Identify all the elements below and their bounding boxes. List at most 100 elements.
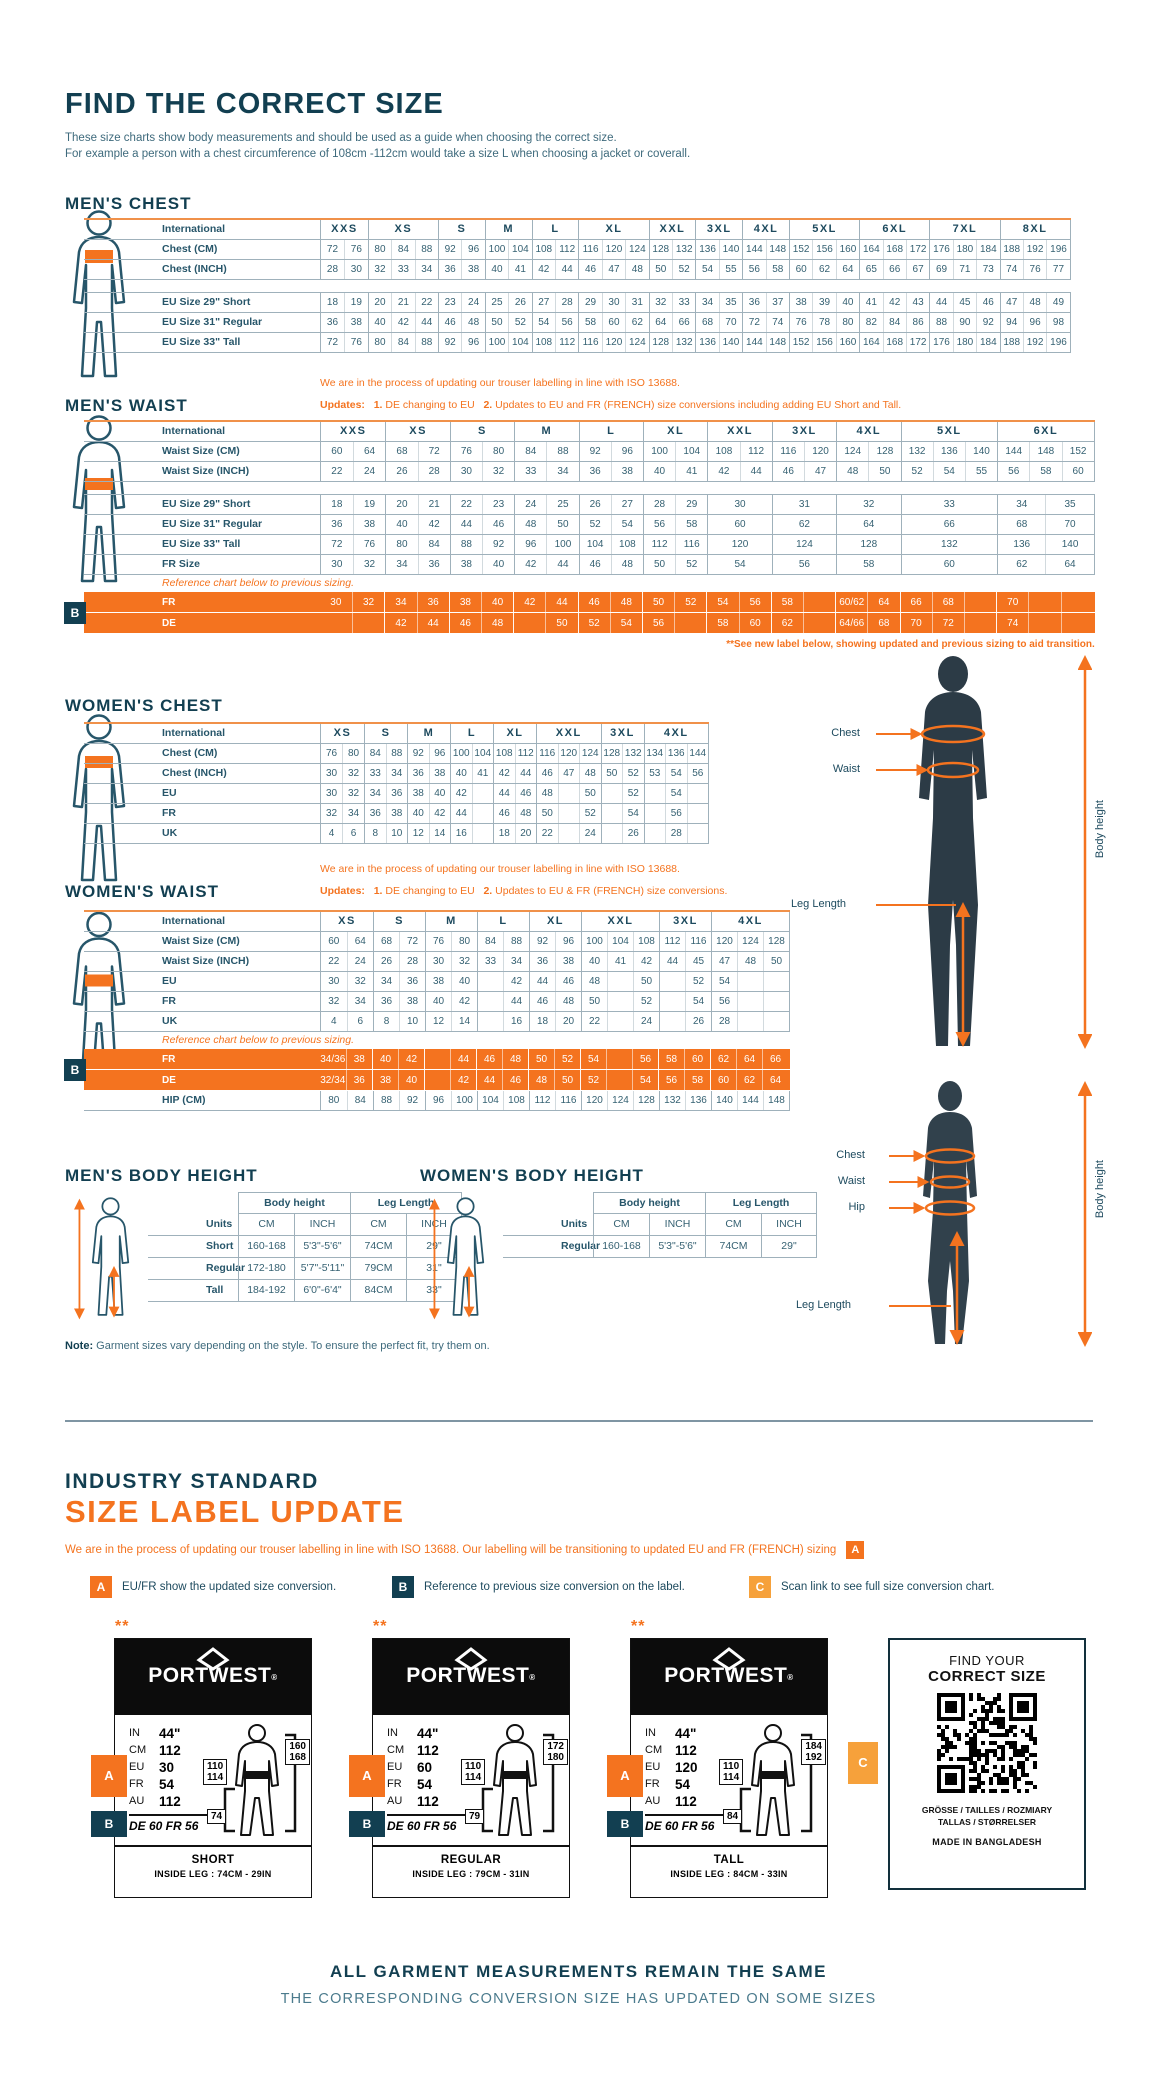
legend-badge-a: A bbox=[90, 1576, 112, 1598]
size-cell: 38 bbox=[412, 788, 424, 799]
chest-measure-box: 110 114 bbox=[203, 1759, 228, 1785]
size-group: 116 120 bbox=[771, 442, 836, 461]
size-cell: 196 bbox=[1046, 333, 1069, 352]
size-value: 112 bbox=[417, 1794, 439, 1809]
size-group: 164 168 172 bbox=[859, 333, 929, 352]
size-group: 12 14 bbox=[407, 824, 450, 843]
size-column-header: XXL bbox=[536, 724, 601, 743]
size-cell: 32/34 bbox=[320, 1075, 346, 1086]
previous-size-line: DE 60 FR 56 bbox=[387, 1814, 473, 1833]
size-cell: 140 bbox=[716, 1095, 733, 1106]
size-group: 54 56 bbox=[706, 592, 770, 612]
size-group: 32 33 bbox=[648, 293, 696, 312]
size-cell: 28 bbox=[665, 824, 687, 843]
qr-code[interactable] bbox=[937, 1693, 1037, 1793]
row-label: EU Size 33" Tall bbox=[162, 336, 241, 348]
size-cell: 36 bbox=[345, 1070, 373, 1090]
size-cell: 76 bbox=[1022, 260, 1046, 279]
badge-a-inline: A bbox=[846, 1541, 865, 1559]
size-value: 30 bbox=[159, 1760, 175, 1775]
size-cell: 24 bbox=[579, 824, 601, 843]
unit-cell: CM bbox=[238, 1214, 294, 1236]
size-group: 94 96 98 bbox=[999, 313, 1070, 332]
size-group: 56 bbox=[641, 613, 706, 633]
size-column-header: L bbox=[578, 422, 643, 441]
size-group: 40 41 bbox=[642, 462, 707, 481]
size-cell: 52 bbox=[622, 784, 644, 803]
badge-b: B bbox=[607, 1811, 643, 1837]
size-cell: 80 bbox=[481, 442, 514, 461]
size-cell: 34 bbox=[1016, 499, 1028, 510]
badge-a: A bbox=[607, 1755, 643, 1797]
size-cell: 56 bbox=[652, 618, 665, 629]
size-cell: 80 bbox=[342, 744, 364, 763]
size-group: 48 50 bbox=[836, 462, 900, 481]
size-cell: 80 bbox=[451, 932, 477, 951]
size-cell: 60 bbox=[738, 613, 771, 633]
size-cell: 6 bbox=[346, 1012, 374, 1031]
mens-waist-update-note: We are in the process of updating our tr… bbox=[320, 372, 901, 416]
size-cell: 54 bbox=[734, 559, 746, 570]
size-cell: 136 bbox=[932, 442, 965, 461]
size-group: 34 36 bbox=[385, 555, 449, 574]
size-group: 92 96 bbox=[529, 932, 581, 951]
size-cell bbox=[471, 824, 494, 843]
size-group: 65 66 67 bbox=[859, 260, 929, 279]
size-cell: 24 bbox=[346, 952, 374, 971]
size-column-header: M bbox=[484, 220, 532, 239]
size-column-label: XL bbox=[506, 727, 524, 739]
size-cell: 52 bbox=[589, 519, 601, 530]
measure-value: 172 bbox=[547, 1741, 564, 1752]
size-cell: 72 bbox=[399, 932, 425, 951]
size-group: 32 33 34 bbox=[367, 260, 438, 279]
size-column-header: 6XL bbox=[997, 422, 1094, 441]
size-cell: 62 bbox=[1016, 559, 1028, 570]
size-group: 38 40 bbox=[449, 555, 514, 574]
size-group: 100 104 bbox=[642, 442, 707, 461]
size-cell: 116 bbox=[582, 244, 599, 255]
size-cell: 18 bbox=[331, 499, 343, 510]
size-cell: 48 bbox=[502, 1049, 528, 1069]
size-group: 48 50 bbox=[528, 1070, 580, 1090]
size-group: 36 38 bbox=[437, 260, 485, 279]
update-2-text: Updates to EU & FR (FRENCH) size convers… bbox=[495, 885, 728, 897]
size-column-header: M bbox=[425, 912, 477, 931]
size-cell: 128 bbox=[860, 539, 878, 550]
size-cell: 62 bbox=[625, 313, 648, 332]
size-cell: 30 bbox=[330, 597, 342, 608]
international-label: International bbox=[162, 223, 226, 235]
size-group: 68 72 bbox=[373, 932, 425, 951]
size-cell: 40 bbox=[455, 768, 467, 779]
size-group: 164 168 172 bbox=[859, 240, 929, 259]
size-cell: 30 bbox=[734, 499, 746, 510]
size-cell: 52 bbox=[622, 764, 644, 783]
size-group: 34 35 bbox=[997, 495, 1094, 514]
size-cell: 120 bbox=[557, 744, 580, 763]
size-group: 41 42 43 bbox=[859, 293, 929, 312]
size-cell: 100 bbox=[546, 535, 578, 554]
label-size-row: FR 54 bbox=[645, 1776, 737, 1793]
mens-body-height-heading: MEN'S BODY HEIGHT bbox=[65, 1166, 258, 1185]
size-code: FR bbox=[645, 1778, 660, 1790]
size-header-row: International XS S M L XL XXL 3XL 4XL bbox=[84, 912, 790, 932]
size-group: 72 76 bbox=[321, 333, 368, 352]
size-cell bbox=[602, 804, 623, 823]
size-group: 108 112 bbox=[531, 333, 579, 352]
size-cell: 58 bbox=[684, 1070, 710, 1090]
size-group: 52 54 bbox=[578, 515, 643, 534]
size-group: 40 42 bbox=[385, 515, 449, 534]
size-cell: 54 bbox=[632, 1070, 658, 1090]
size-value: 120 bbox=[675, 1760, 698, 1775]
size-column-header: S bbox=[449, 422, 514, 441]
size-cell bbox=[607, 1012, 633, 1031]
units-label: Units bbox=[148, 1214, 238, 1236]
size-cell: 60 bbox=[601, 313, 625, 332]
size-cell: 42 bbox=[538, 264, 550, 275]
fit-label: Regular bbox=[148, 1258, 245, 1280]
size-group: 136 140 bbox=[695, 240, 742, 259]
size-cell: 80 bbox=[328, 1095, 340, 1106]
size-value: 44" bbox=[417, 1726, 439, 1741]
size-cell: 48 bbox=[1022, 293, 1046, 312]
